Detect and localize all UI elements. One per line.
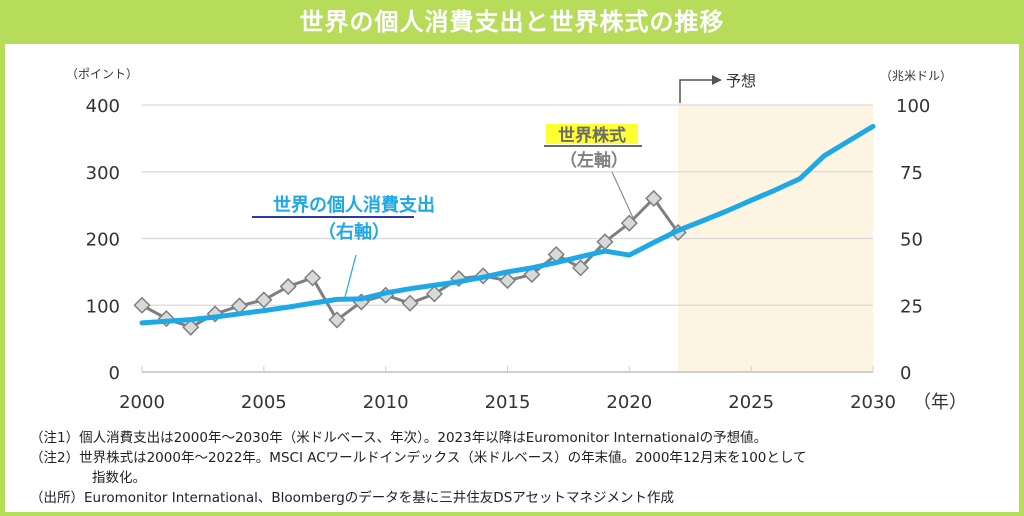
forecast-label: 予想 bbox=[726, 72, 756, 90]
x-axis: 2000 2005 2010 2015 2020 2025 2030 bbox=[119, 366, 896, 413]
consumption-annotation-sub: （右軸） bbox=[318, 221, 390, 243]
x-tick-label: 2025 bbox=[728, 392, 774, 413]
stock-point bbox=[133, 296, 151, 314]
x-unit: （年） bbox=[913, 392, 967, 413]
stock-point bbox=[328, 311, 346, 329]
stock-point bbox=[304, 269, 322, 287]
x-tick-label: 2015 bbox=[485, 392, 531, 413]
y-left-tick-label: 0 bbox=[109, 363, 120, 384]
series-consumption bbox=[139, 123, 876, 326]
note-1: （注1）個人消費支出は2000年～2030年（米ドルベース、年次）。2023年以… bbox=[30, 430, 768, 446]
x-tick-label: 2000 bbox=[119, 392, 165, 413]
footnotes: （注1）個人消費支出は2000年～2030年（米ドルベース、年次）。2023年以… bbox=[30, 428, 806, 508]
stock-point bbox=[182, 318, 200, 336]
stock-annotation: 世界株式 （左軸） bbox=[544, 124, 642, 223]
stock-annotation-title: 世界株式 bbox=[558, 125, 626, 146]
stock-annotation-highlight bbox=[546, 124, 638, 144]
y-right-tick-label: 50 bbox=[900, 230, 923, 251]
stock-point bbox=[572, 259, 590, 277]
stock-annotation-sub: （左軸） bbox=[560, 150, 628, 171]
y-left-tick-label: 200 bbox=[86, 230, 120, 251]
consumption-annotation: 世界の個人消費支出 （右軸） bbox=[252, 194, 435, 298]
stock-point bbox=[255, 291, 273, 309]
stock-point bbox=[279, 277, 297, 296]
x-tick-label: 2030 bbox=[850, 392, 896, 413]
consumption-annotation-title: 世界の個人消費支出 bbox=[273, 194, 435, 216]
x-tick-label: 2010 bbox=[363, 392, 409, 413]
forecast-bracket bbox=[679, 79, 712, 103]
chart-title: 世界の個人消費支出と世界株式の推移 bbox=[0, 0, 1024, 44]
forecast-marker: 予想 bbox=[679, 72, 756, 103]
stock-point bbox=[498, 271, 517, 290]
note-2: （注2）世界株式は2000年～2022年。MSCI ACワールドインデックス（米… bbox=[30, 450, 807, 466]
y-right-tick-label: 75 bbox=[900, 163, 923, 184]
note-source: （出所）Euromonitor International、Bloombergの… bbox=[30, 490, 675, 506]
stock-point bbox=[645, 189, 663, 208]
y-right-tick-label: 25 bbox=[900, 296, 923, 317]
y-left-tick-label: 300 bbox=[86, 163, 120, 184]
y-left-tick-label: 100 bbox=[86, 296, 120, 317]
y-right-tick-label: 100 bbox=[896, 96, 930, 117]
y-right-unit: （兆米ドル） bbox=[880, 69, 952, 83]
x-tick-label: 2020 bbox=[606, 392, 652, 413]
stock-annotation-leader bbox=[611, 171, 636, 223]
y-right-tick-label: 0 bbox=[900, 363, 911, 384]
note-2-cont: 指数化。 bbox=[92, 470, 146, 486]
y-left-tick-label: 400 bbox=[86, 96, 120, 117]
stock-point bbox=[401, 294, 419, 312]
stock-point bbox=[425, 285, 443, 303]
y-left-unit: （ポイント） bbox=[66, 67, 138, 81]
consumption-line bbox=[139, 123, 876, 326]
x-tick-label: 2005 bbox=[241, 392, 287, 413]
consumption-annotation-leader bbox=[344, 254, 357, 298]
y-axis-right: 0 25 50 75 100 bbox=[896, 96, 930, 384]
y-axis-left: 0 100 200 300 400 bbox=[86, 96, 120, 384]
forecast-arrow-icon bbox=[712, 75, 722, 85]
